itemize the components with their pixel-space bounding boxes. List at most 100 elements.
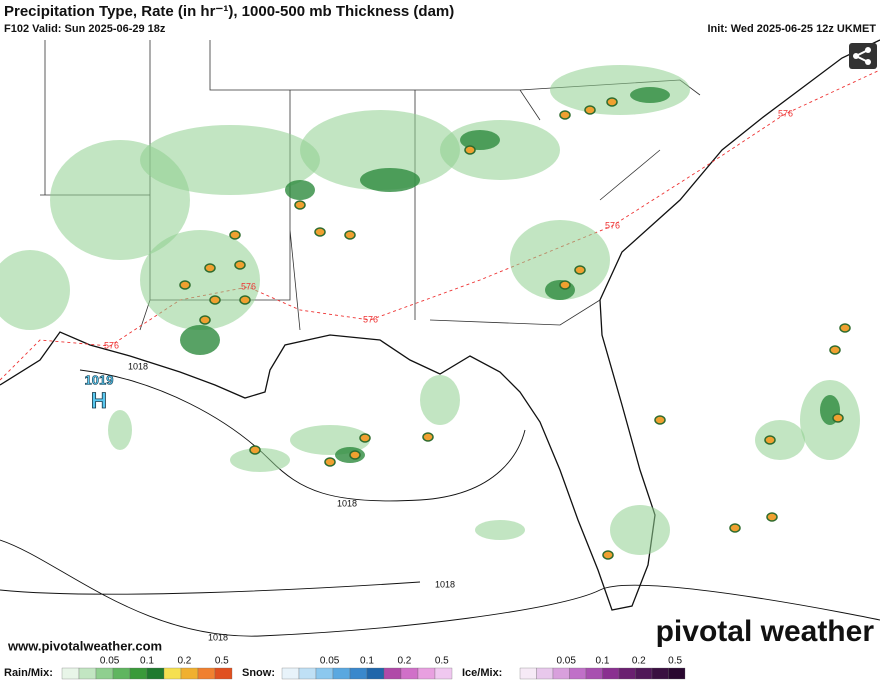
- legend-swatch: [552, 667, 570, 680]
- legend-tick: 0.05: [556, 656, 576, 667]
- map: [0, 39, 880, 637]
- init-time: Init: Wed 2025-06-25 12z UKMET: [707, 23, 876, 35]
- rain-area: [610, 505, 670, 555]
- legend-swatch: [129, 667, 148, 680]
- intense-rain-cell: [559, 110, 571, 120]
- intense-rain-cell: [422, 432, 434, 442]
- intense-rain-cell: [294, 200, 306, 210]
- share-dot[interactable]: [865, 47, 871, 53]
- thickness-labels: 576 576 576 576 576: [104, 108, 793, 350]
- intense-rain-cell: [239, 295, 251, 305]
- thickness-label: 576: [778, 108, 793, 118]
- heavy-rain-area: [630, 87, 670, 103]
- legend-swatch: [332, 667, 351, 680]
- legend-swatch: [366, 667, 385, 680]
- share-button[interactable]: [849, 43, 877, 69]
- legend-tick: 0.2: [177, 656, 191, 667]
- legend: Rain/Mix: 0.05 0.1 0.2 0.5 Snow: 0.05 0.1 0.2 0.5…: [4, 656, 686, 680]
- legend-swatch: [281, 667, 300, 680]
- brand: pivotal weather: [656, 615, 875, 648]
- legend-tick: 0.05: [320, 656, 340, 667]
- intense-rain-cell: [349, 450, 361, 460]
- rain-area: [300, 110, 460, 190]
- rain-area: [510, 220, 610, 300]
- rain-area: [550, 65, 690, 115]
- header-bg: [0, 0, 880, 36]
- legend-swatch: [112, 667, 131, 680]
- legend-swatch: [197, 667, 216, 680]
- intense-rain-cell: [249, 445, 261, 455]
- legend-swatch: [298, 667, 317, 680]
- legend-swatch: [519, 667, 537, 680]
- legend-swatch: [383, 667, 402, 680]
- intense-rain-cell: [344, 230, 356, 240]
- legend-swatch: [618, 667, 636, 680]
- precipitation: [0, 65, 860, 560]
- intense-rain-cell: [209, 295, 221, 305]
- intense-rain-cell: [204, 263, 216, 273]
- intense-rain-cell: [839, 323, 851, 333]
- coastline: [0, 39, 880, 611]
- legend-tick: 0.05: [100, 656, 120, 667]
- intense-rain-cell: [234, 260, 246, 270]
- legend-tick: 0.2: [397, 656, 411, 667]
- legend-label: Rain/Mix:: [4, 667, 53, 679]
- legend-label: Ice/Mix:: [462, 667, 502, 679]
- isobar: [0, 369, 880, 637]
- heavy-rain-area: [285, 180, 315, 200]
- intense-rain-cell: [764, 435, 776, 445]
- share-dot[interactable]: [853, 53, 859, 59]
- intense-rain-cell: [559, 280, 571, 290]
- high-pressure-symbol: H: [91, 388, 107, 413]
- rain-area: [475, 520, 525, 540]
- thickness-label: 576: [241, 281, 256, 291]
- intense-rain-cell: [606, 97, 618, 107]
- thickness-label: 576: [605, 220, 620, 230]
- legend-swatch: [95, 667, 114, 680]
- intense-rain-cell: [199, 315, 211, 325]
- intense-rain-cell: [729, 523, 741, 533]
- heavy-rain-area: [180, 325, 220, 355]
- heavy-rain-area: [360, 168, 420, 192]
- intense-rain-cell: [229, 230, 241, 240]
- pressure-label: 1018: [435, 579, 455, 589]
- legend-swatch: [585, 667, 603, 680]
- thickness-contour: [0, 69, 880, 381]
- legend-tick: 0.5: [215, 656, 229, 667]
- legend-tick: 0.1: [360, 656, 374, 667]
- title: Precipitation Type, Rate (in hr⁻¹), 1000…: [4, 3, 454, 20]
- legend-tick: 0.1: [596, 656, 610, 667]
- intense-rain-cell: [314, 227, 326, 237]
- legend-tick: 0.5: [435, 656, 449, 667]
- intense-rain-cell: [324, 457, 336, 467]
- legend-swatch: [214, 667, 233, 680]
- high-pressure-value: 1019: [85, 372, 114, 387]
- legend-swatch: [78, 667, 97, 680]
- legend-swatch: [635, 667, 653, 680]
- legend-swatch: [668, 667, 686, 680]
- legend-swatch: [163, 667, 182, 680]
- legend-swatch: [602, 667, 620, 680]
- intense-rain-cell: [766, 512, 778, 522]
- rain-area: [0, 250, 70, 330]
- thickness-label: 576: [104, 340, 119, 350]
- thickness-label: 576: [363, 314, 378, 324]
- legend-swatch: [400, 667, 419, 680]
- website[interactable]: www.pivotalweather.com: [7, 638, 162, 653]
- legend-swatch: [180, 667, 199, 680]
- legend-tick: 0.2: [632, 656, 646, 667]
- legend-swatch: [315, 667, 334, 680]
- rain-area: [108, 410, 132, 450]
- rain-area: [140, 125, 320, 195]
- legend-swatch: [434, 667, 453, 680]
- rain-area: [420, 375, 460, 425]
- legend-swatch: [417, 667, 436, 680]
- legend-swatch: [146, 667, 165, 680]
- share-dot[interactable]: [865, 59, 871, 65]
- legend-tick: 0.5: [668, 656, 682, 667]
- legend-swatch: [349, 667, 368, 680]
- intense-rain-cell: [654, 415, 666, 425]
- legend-label: Snow:: [242, 667, 275, 679]
